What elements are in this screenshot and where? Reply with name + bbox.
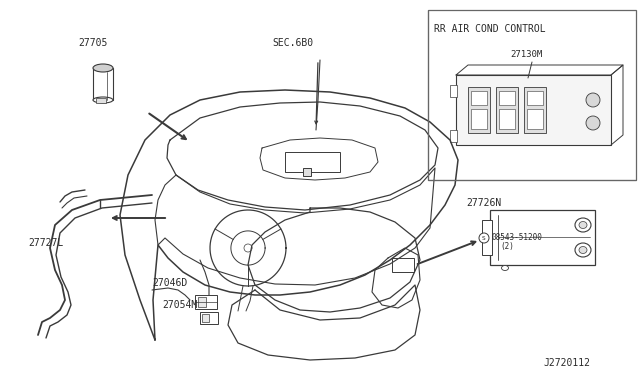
Bar	[527, 109, 543, 129]
Text: J2720112: J2720112	[543, 358, 590, 368]
Ellipse shape	[579, 247, 587, 253]
Bar	[450, 85, 457, 97]
Bar	[524, 87, 546, 133]
Ellipse shape	[586, 93, 600, 107]
Ellipse shape	[579, 221, 587, 228]
Text: 27726N: 27726N	[466, 198, 501, 208]
Bar	[195, 295, 217, 309]
Ellipse shape	[479, 233, 489, 243]
Bar	[471, 91, 487, 105]
Text: S: S	[482, 235, 486, 241]
Text: 27046D: 27046D	[152, 278, 188, 288]
Bar	[202, 314, 209, 322]
Ellipse shape	[93, 64, 113, 72]
Bar	[285, 152, 340, 172]
Bar	[392, 258, 414, 272]
Bar	[198, 297, 206, 307]
Bar	[303, 168, 311, 176]
Text: RR AIR COND CONTROL: RR AIR COND CONTROL	[434, 24, 546, 34]
Text: 27727L: 27727L	[28, 238, 63, 248]
Bar	[471, 109, 487, 129]
Bar	[499, 91, 515, 105]
Bar	[428, 10, 636, 180]
Bar	[499, 109, 515, 129]
Text: 27054M: 27054M	[162, 300, 197, 310]
Text: SEC.6B0: SEC.6B0	[272, 38, 313, 48]
Text: 27130M: 27130M	[510, 50, 542, 59]
Bar	[96, 98, 106, 103]
Bar	[527, 91, 543, 105]
Ellipse shape	[575, 218, 591, 232]
Text: 08543-51200: 08543-51200	[492, 233, 543, 242]
Text: (2): (2)	[500, 242, 514, 251]
Ellipse shape	[502, 266, 509, 270]
Bar	[482, 220, 492, 255]
Ellipse shape	[575, 243, 591, 257]
Ellipse shape	[93, 97, 113, 103]
Bar	[450, 130, 457, 142]
Text: 27705: 27705	[78, 38, 108, 48]
Ellipse shape	[586, 116, 600, 130]
Bar	[200, 312, 218, 324]
Bar	[93, 68, 113, 100]
Bar	[456, 75, 611, 145]
Bar	[490, 210, 595, 265]
Bar	[468, 87, 490, 133]
Bar	[496, 87, 518, 133]
